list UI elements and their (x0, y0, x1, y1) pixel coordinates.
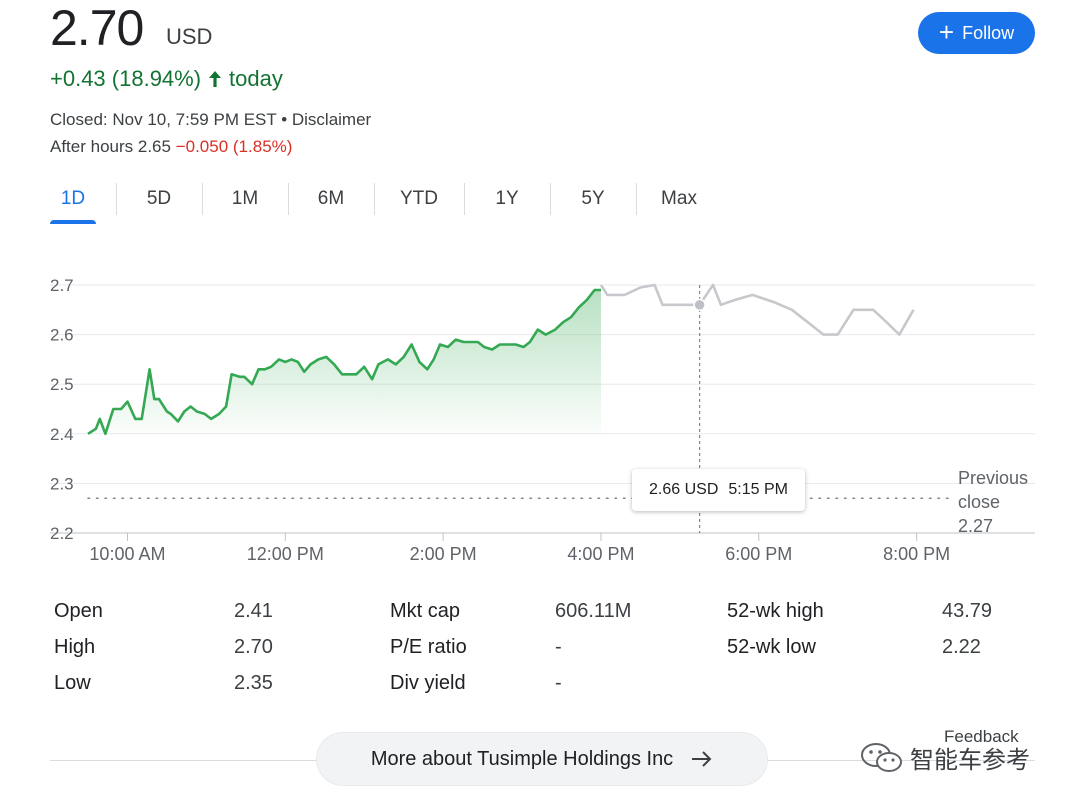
tooltip-price: 2.66 USD (649, 481, 719, 498)
stat-value-mkt-cap: 606.11M (555, 600, 632, 622)
previous-close-value: 2.27 (958, 516, 994, 536)
stat-value-52wk-low: 2.22 (942, 636, 981, 658)
range-tabs: 1D 5D 1M 6M YTD 1Y 5Y Max (30, 180, 722, 224)
arrow-up-icon (209, 71, 222, 87)
more-about-label: More about Tusimple Holdings Inc (370, 747, 674, 770)
x-tick-label: 4:00 PM (567, 544, 634, 564)
stat-label-open: Open (54, 600, 103, 622)
disclaimer-link[interactable]: Disclaimer (291, 110, 372, 129)
market-status: Closed: Nov 10, 7:59 PM EST • Disclaimer (50, 110, 371, 130)
tab-1m[interactable]: 1M (202, 180, 288, 218)
tab-1d[interactable]: 1D (30, 180, 116, 224)
previous-close-line2: close (958, 492, 1001, 512)
stat-label-mkt-cap: Mkt cap (390, 600, 461, 622)
stat-value-low: 2.35 (234, 672, 273, 694)
y-tick-label: 2.2 (50, 524, 74, 543)
stat-value-div-yield: - (555, 672, 562, 694)
tab-ytd[interactable]: YTD (374, 180, 464, 218)
feedback-link[interactable]: Feedback (944, 727, 1019, 746)
tab-max[interactable]: Max (636, 180, 722, 218)
current-price: 2.70 (50, 0, 144, 56)
x-tick-label: 10:00 AM (89, 544, 165, 564)
series-line-0 (87, 288, 601, 436)
watermark-text: 智能车参考 (910, 747, 1030, 774)
price-change-suffix: today (229, 66, 283, 91)
stat-label-low: Low (54, 672, 91, 694)
price-chart[interactable]: 2.2 2.3 2.4 2.5 2.6 2.7 10:00 AM 12:00 PM 2:00 P… (0, 260, 1080, 570)
stat-value-52wk-high: 43.79 (942, 600, 993, 622)
stat-label-high: High (54, 636, 96, 658)
stat-label-52wk-low: 52-wk low (727, 636, 816, 658)
more-about-button[interactable]: More about Tusimple Holdings Inc (316, 732, 768, 786)
arrow-right-icon (692, 751, 712, 767)
previous-close-label: Previous close 2.27 (958, 466, 1048, 538)
stat-value-high: 2.70 (234, 636, 273, 658)
tooltip-time: 5:15 PM (728, 481, 788, 498)
tab-5y[interactable]: 5Y (550, 180, 636, 218)
stat-value-open: 2.41 (234, 600, 273, 622)
series-line-1 (599, 283, 915, 336)
stat-label-pe-ratio: P/E ratio (390, 636, 467, 658)
after-hours-change: −0.050 (1.85%) (175, 137, 293, 156)
x-tick-label: 12:00 PM (247, 544, 324, 564)
follow-button[interactable]: + Follow (918, 12, 1035, 54)
closed-time: Closed: Nov 10, 7:59 PM EST (50, 110, 277, 129)
stat-value-pe-ratio: - (555, 636, 562, 658)
series-area-0 (88, 290, 601, 434)
tab-5d[interactable]: 5D (116, 180, 202, 218)
y-tick-label: 2.5 (50, 375, 74, 394)
price-change-value: +0.43 (18.94%) (50, 66, 202, 91)
status-separator: • (276, 110, 292, 129)
tab-6m[interactable]: 6M (288, 180, 374, 218)
currency-label: USD (166, 24, 213, 49)
y-tick-label: 2.4 (50, 425, 74, 444)
y-tick-label: 2.6 (50, 326, 74, 345)
follow-button-label: Follow (962, 22, 1015, 43)
x-tick-label: 8:00 PM (883, 544, 950, 564)
chart-tooltip: 2.66 USD 5:15 PM (632, 469, 805, 511)
y-tick-label: 2.7 (50, 276, 74, 295)
wechat-icon (861, 742, 902, 772)
stat-label-div-yield: Div yield (390, 672, 466, 694)
x-tick-label: 2:00 PM (410, 544, 477, 564)
tab-1y[interactable]: 1Y (464, 180, 550, 218)
watermark: 智能车参考 (860, 740, 1030, 775)
stat-label-52wk-high: 52-wk high (727, 600, 824, 622)
after-hours-price: After hours 2.65 (50, 137, 171, 156)
x-tick-label: 6:00 PM (725, 544, 792, 564)
y-tick-label: 2.3 (50, 474, 74, 493)
price-change: +0.43 (18.94%) today (50, 66, 283, 92)
plus-icon: + (938, 16, 955, 47)
previous-close-line1: Previous (958, 468, 1029, 488)
highlight-point (693, 298, 706, 312)
after-hours: After hours 2.65 −0.050 (1.85%) (50, 137, 292, 157)
